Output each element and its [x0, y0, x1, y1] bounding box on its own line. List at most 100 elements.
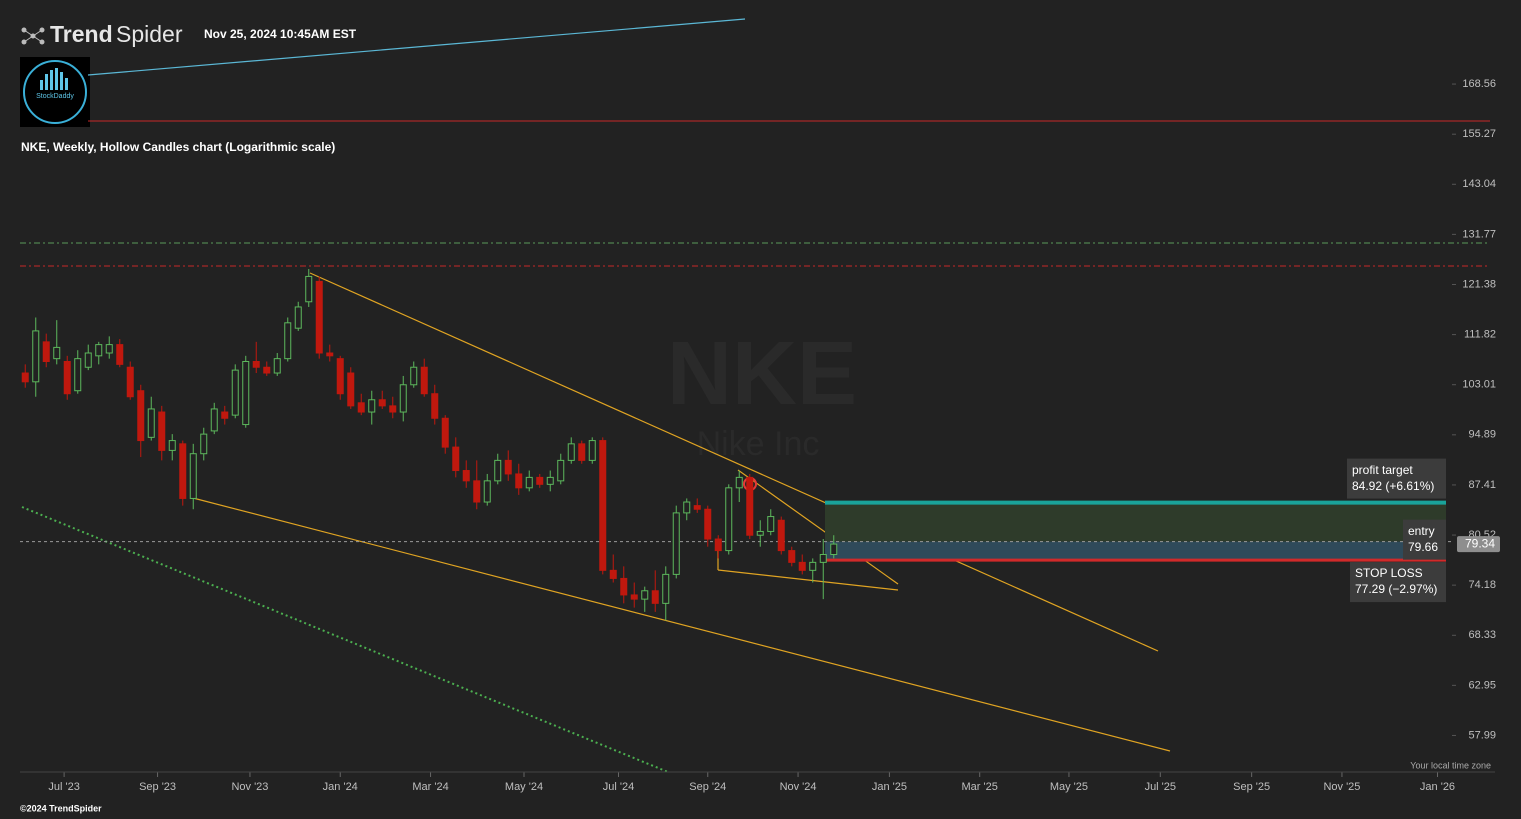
- candle-body: [735, 476, 743, 489]
- candle-body: [567, 443, 575, 461]
- candle-body: [147, 408, 155, 438]
- candle-body: [704, 508, 712, 540]
- candle-body: [693, 505, 701, 510]
- candle-body: [830, 543, 838, 555]
- logo-text: StockDaddy: [36, 93, 74, 100]
- candle-body: [74, 358, 82, 392]
- candle-body: [389, 405, 397, 413]
- risk-zone: [825, 541, 1446, 561]
- candle-body: [168, 440, 176, 451]
- candle-body: [105, 344, 113, 354]
- candle-body: [819, 553, 827, 563]
- candle-body: [179, 443, 187, 499]
- y-tick-label: 87.41: [1468, 479, 1496, 491]
- candle-body: [746, 476, 754, 536]
- candle-body: [683, 501, 691, 514]
- candle-body: [347, 372, 355, 407]
- candle-body: [756, 530, 764, 536]
- entry-label: entry: [1408, 524, 1435, 538]
- y-tick-label: 168.56: [1462, 78, 1496, 90]
- candle-body: [126, 366, 134, 398]
- y-tick-label: 57.99: [1468, 729, 1496, 741]
- y-tick-label: 111.82: [1464, 329, 1496, 341]
- target-label: profit target: [1352, 463, 1413, 477]
- stop-label: STOP LOSS: [1355, 566, 1423, 580]
- x-tick-label: Nov '25: [1323, 781, 1360, 793]
- candles: [21, 269, 838, 621]
- drawings: [20, 18, 1490, 773]
- profit-zone: [825, 502, 1446, 542]
- candle-body: [441, 417, 449, 448]
- x-tick-label: May '24: [505, 781, 543, 793]
- candle-body: [284, 322, 292, 360]
- candle-body: [515, 473, 523, 489]
- candle-body: [242, 361, 250, 426]
- x-tick-label: May '25: [1050, 781, 1088, 793]
- candle-body: [95, 344, 103, 357]
- candle-body: [809, 561, 817, 571]
- y-tick-label: 143.04: [1462, 178, 1496, 190]
- candle-body: [504, 459, 512, 475]
- x-tick-label: Sep '25: [1233, 781, 1270, 793]
- x-tick-label: Jan '25: [872, 781, 907, 793]
- candle-body: [798, 561, 806, 571]
- candle-body: [630, 594, 638, 600]
- y-tick-label: 62.95: [1468, 679, 1496, 691]
- x-tick-label: Jul '23: [48, 781, 79, 793]
- y-tick-label: 103.01: [1462, 379, 1496, 391]
- candle-body: [221, 411, 229, 419]
- candle-body: [525, 476, 533, 489]
- watermark: NKE: [667, 324, 857, 424]
- candle-body: [252, 361, 260, 368]
- candle-body: [588, 440, 596, 461]
- candle-body: [326, 352, 334, 357]
- target-value: 84.92 (+6.61%): [1352, 479, 1434, 493]
- candle-body: [63, 361, 71, 395]
- candle-body: [336, 358, 344, 395]
- candle-body: [725, 487, 733, 552]
- x-tick-label: Mar '25: [962, 781, 998, 793]
- y-tick-label: 74.18: [1468, 579, 1496, 591]
- candle-body: [53, 346, 61, 360]
- candle-body: [494, 459, 502, 482]
- candle-body: [200, 433, 208, 455]
- candle-body: [273, 358, 281, 374]
- entry-box: [1403, 519, 1446, 560]
- candle-body: [641, 590, 649, 600]
- timezone-note: Your local time zone: [1410, 760, 1491, 770]
- candle-body: [557, 459, 565, 482]
- candle-body: [378, 399, 386, 407]
- candle-body: [315, 280, 323, 354]
- watermark-sub: Nike Inc: [697, 425, 820, 463]
- candle-body: [452, 446, 460, 472]
- x-tick-label: Jan '26: [1420, 781, 1455, 793]
- candle-body: [210, 408, 218, 432]
- x-tick-label: Nov '24: [780, 781, 817, 793]
- candle-body: [609, 569, 617, 579]
- candle-body: [431, 393, 439, 419]
- candle-body: [672, 512, 680, 575]
- candle-body: [305, 275, 313, 303]
- x-tick-label: Jul '25: [1145, 781, 1176, 793]
- candle-body: [599, 440, 607, 571]
- x-tick-label: Jul '24: [603, 781, 634, 793]
- y-tick-label: 155.27: [1462, 128, 1496, 140]
- candle-body: [42, 341, 50, 363]
- candle-body: [546, 476, 554, 485]
- candle-body: [620, 577, 628, 596]
- stop-box: [1350, 562, 1446, 603]
- candle-body: [777, 519, 785, 552]
- candle-body: [116, 344, 124, 365]
- brand-icon: [21, 27, 45, 45]
- x-tick-label: Sep '24: [689, 781, 726, 793]
- logo-bars: [40, 68, 68, 90]
- x-tick-label: Jan '24: [323, 781, 358, 793]
- logo-ring: [23, 60, 87, 124]
- candle-body: [263, 366, 271, 374]
- brand-bold: Trend: [50, 21, 113, 47]
- brand-light: Spider: [116, 21, 183, 47]
- candle-body: [294, 306, 302, 329]
- candle-body: [483, 480, 491, 503]
